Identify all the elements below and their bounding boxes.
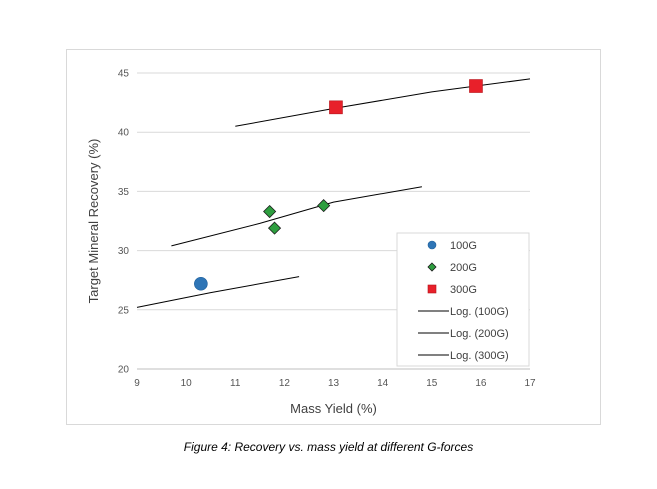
legend-marker-300g: [427, 284, 437, 294]
chart-frame: 20 25 30 35 40 45 9 10 11 12 13 14 15 16 17 Mass Yield…: [66, 49, 601, 425]
y-tick-label: 30: [118, 246, 130, 257]
y-tick-label: 45: [118, 69, 130, 80]
x-tick-label: 11: [230, 378, 241, 389]
x-tick-label: 13: [328, 378, 340, 389]
x-tick-label: 9: [134, 378, 140, 389]
data-point-300g: [469, 79, 483, 93]
grid-layer: [137, 72, 530, 370]
data-point-layer: [194, 79, 483, 291]
x-tick-label: 12: [279, 378, 291, 389]
data-point-100g: [194, 276, 208, 291]
x-tick-label: 14: [377, 378, 389, 389]
y-tick-label: 25: [118, 305, 130, 316]
data-point-200g: [317, 199, 331, 213]
x-tick-label: 15: [426, 378, 438, 389]
data-point-200g: [263, 204, 277, 219]
x-tick-label: 17: [524, 378, 536, 389]
y-tick-label: 35: [118, 187, 130, 198]
legend-marker-100g: [427, 240, 437, 250]
legend-marker-200g: [427, 262, 437, 272]
data-point-300g: [329, 100, 343, 115]
legend-label: Log. (100G): [450, 306, 509, 318]
trendline-2: [171, 186, 422, 247]
legend-label: 300G: [450, 284, 477, 296]
y-tick-label: 40: [118, 128, 130, 139]
legend-label: Log. (200G): [450, 328, 509, 340]
x-tick-label: 10: [181, 378, 193, 389]
scatter-chart: 20 25 30 35 40 45 9 10 11 12 13 14 15 16 17 Mass Yield…: [86, 69, 536, 417]
legend-label: Log. (300G): [450, 350, 509, 362]
trendline-1: [136, 276, 300, 308]
legend-box: [396, 232, 530, 367]
trendline-3: [235, 78, 531, 127]
data-point-200g: [267, 221, 282, 235]
y-tick-label: 20: [118, 365, 130, 376]
y-axis-title: Target Mineral Recovery (%): [86, 139, 101, 304]
figure-caption: Figure 4: Recovery vs. mass yield at dif…: [183, 440, 474, 454]
legend-label: 100G: [450, 240, 477, 252]
x-axis-title: Mass Yield (%): [290, 401, 377, 416]
tick-label-layer: 20 25 30 35 40 45 9 10 11 12 13 14 15 16 17: [118, 69, 536, 390]
x-tick-label: 16: [475, 378, 487, 389]
legend: 100G 200G 300G Log. (100G) Log. (200G) Log. (…: [396, 232, 530, 367]
legend-label: 200G: [450, 262, 477, 274]
